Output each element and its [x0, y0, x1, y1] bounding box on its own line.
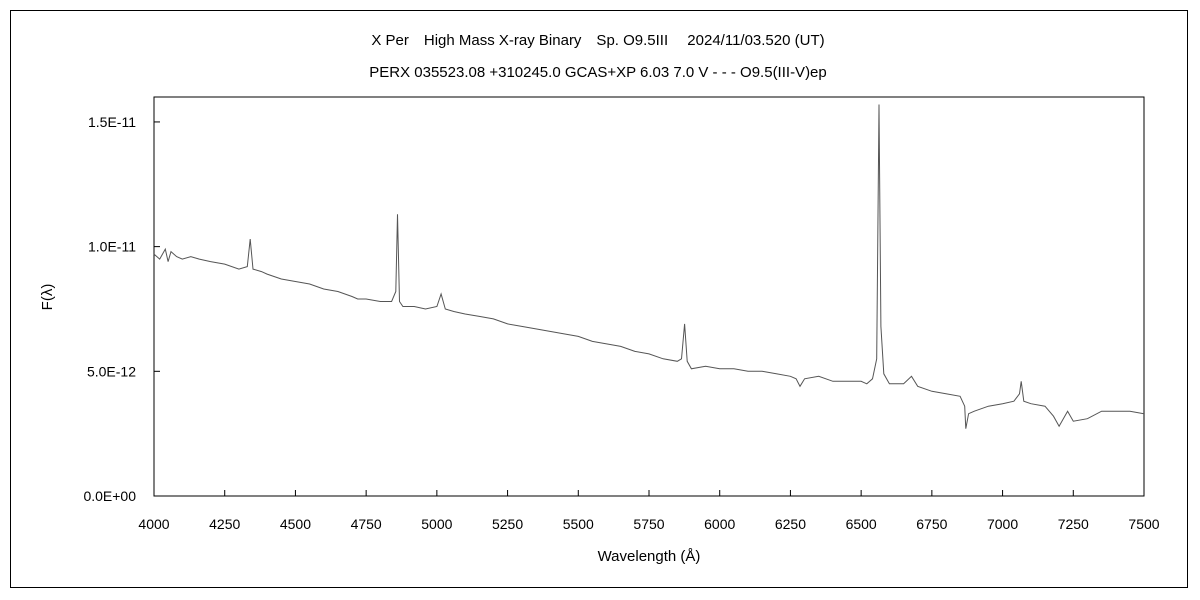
x-tick-label: 7500 [1128, 516, 1159, 532]
x-tick-label: 5250 [492, 516, 523, 532]
x-axis: 4000 4250 4500 4750 5000 5250 5500 5750 6000 6250… [138, 490, 1160, 532]
spectrum-series-line [153, 104, 1145, 429]
chart-frame [10, 10, 1188, 588]
x-axis-label: Wavelength (Å) [598, 548, 701, 565]
x-tick-label: 4750 [351, 516, 382, 532]
x-tick-label: 6500 [846, 516, 877, 532]
x-tick-label: 6000 [704, 516, 735, 532]
x-tick-label: 5000 [421, 516, 452, 532]
x-tick-label: 4250 [209, 516, 240, 532]
x-tick-label: 7000 [987, 516, 1018, 532]
chart-subtitle: PERX 035523.08 +310245.0 GCAS+XP 6.03 7.… [369, 64, 827, 81]
x-tick-label: 4500 [280, 516, 311, 532]
x-tick-label: 5750 [633, 516, 664, 532]
plot-area [153, 96, 1145, 497]
x-tick-label: 6250 [775, 516, 806, 532]
chart-title: X Per High Mass X-ray Binary Sp. O9.5III… [371, 32, 824, 49]
y-tick-label: 1.0E-11 [88, 239, 136, 255]
y-axis: 0.0E+00 5.0E-12 1.0E-11 1.5E-11 [83, 114, 160, 504]
y-axis-label: F(λ) [39, 284, 56, 311]
x-tick-label: 7250 [1058, 516, 1089, 532]
x-tick-label: 6750 [916, 516, 947, 532]
x-tick-label: 5500 [563, 516, 594, 532]
x-tick-label: 4000 [138, 516, 169, 532]
y-tick-label: 1.5E-11 [88, 114, 136, 130]
y-tick-label: 0.0E+00 [83, 488, 136, 504]
y-tick-label: 5.0E-12 [87, 363, 136, 379]
